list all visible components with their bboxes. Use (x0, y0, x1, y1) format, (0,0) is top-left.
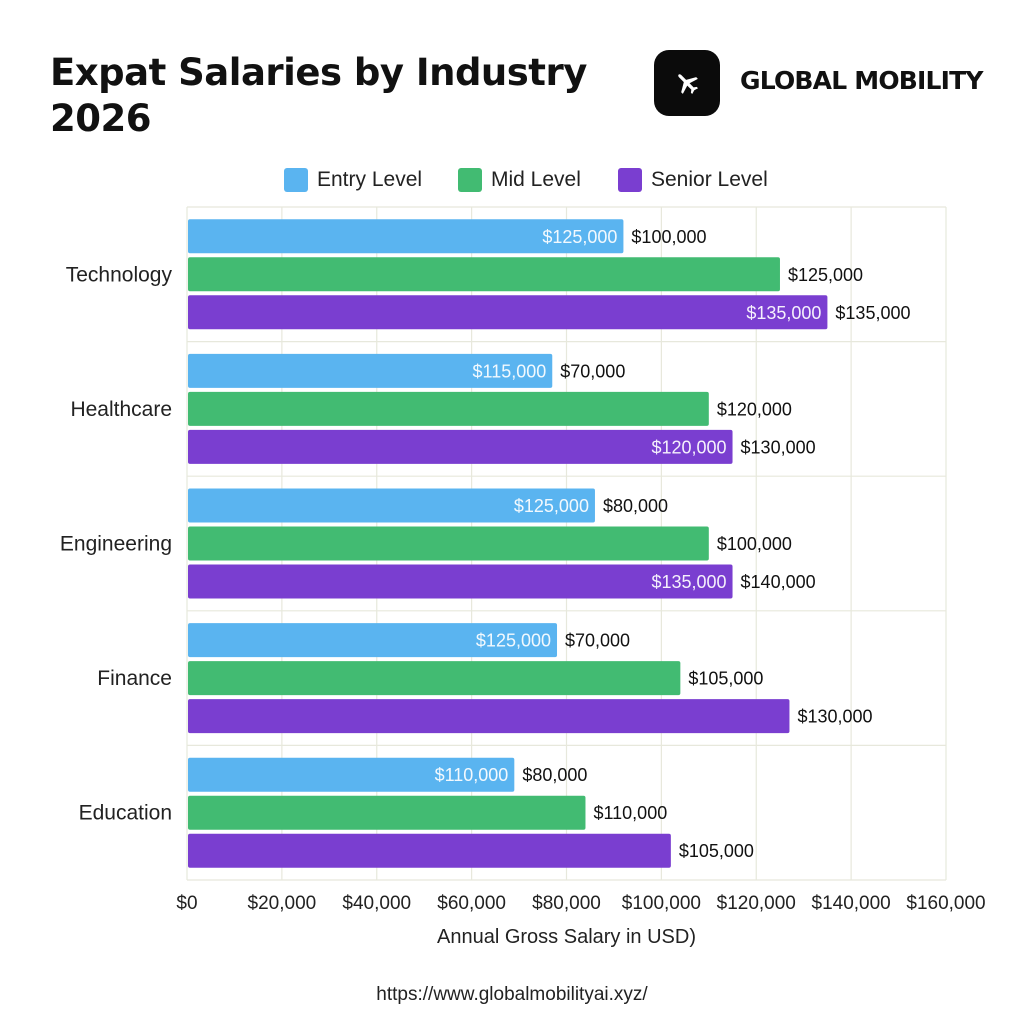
brand-logo (654, 50, 720, 116)
bar-mid (188, 526, 709, 561)
bar-inner-label: $110,000 (435, 765, 509, 785)
bar-value-label: $100,000 (717, 534, 792, 554)
bar-value-label: $70,000 (560, 361, 625, 381)
legend-swatch-mid (458, 168, 482, 192)
chart-title: Expat Salaries by Industry 2026 (50, 51, 587, 140)
bar-inner-label: $120,000 (651, 437, 726, 457)
bar-entry (188, 488, 595, 523)
brand-name: GLOBAL MOBILITY (740, 66, 984, 95)
bar-entry (188, 219, 624, 254)
category-label: Finance (97, 667, 172, 690)
bar-value-label: $125,000 (788, 265, 863, 285)
bar-inner-label: $135,000 (746, 303, 821, 323)
bar-value-label: $105,000 (688, 669, 763, 689)
bar-senior (188, 429, 733, 464)
airplane-icon (678, 74, 699, 95)
category-label: Education (79, 802, 172, 825)
bar-senior (188, 295, 828, 330)
bar-value-label: $120,000 (717, 399, 792, 419)
legend-label-mid: Mid Level (491, 168, 581, 191)
x-tick-label: $20,000 (248, 893, 317, 914)
bar-value-label: $105,000 (679, 841, 754, 861)
bar-value-label: $130,000 (797, 707, 872, 727)
legend-swatch-entry (284, 168, 308, 192)
x-axis-title: Annual Gross Salary in USD) (437, 926, 696, 948)
bar-value-label: $110,000 (593, 803, 667, 823)
footer-url[interactable]: https://www.globalmobilityai.xyz/ (376, 984, 648, 1005)
bar-value-label: $130,000 (741, 437, 816, 457)
x-tick-label: $0 (176, 893, 197, 914)
x-tick-label: $140,000 (812, 893, 891, 914)
category-label: Healthcare (70, 398, 172, 421)
category-label: Technology (66, 263, 173, 286)
chart-legend: Entry Level Mid Level Senior Level (0, 168, 1024, 196)
bar-inner-label: $135,000 (651, 572, 726, 592)
x-tick-label: $80,000 (532, 893, 601, 914)
bar-entry (188, 757, 515, 792)
bar-value-label: $80,000 (603, 496, 668, 516)
legend-item-senior: Senior Level (618, 168, 768, 192)
bar-senior (188, 833, 671, 868)
bar-value-label: $100,000 (631, 227, 706, 247)
bar-value-label: $80,000 (522, 765, 587, 785)
bar-mid (188, 391, 709, 426)
bar-inner-label: $125,000 (476, 631, 551, 651)
legend-item-mid: Mid Level (458, 168, 581, 192)
bar-entry (188, 623, 558, 658)
x-tick-label: $160,000 (906, 893, 985, 914)
bar-value-label: $70,000 (565, 631, 630, 651)
x-tick-label: $60,000 (437, 893, 506, 914)
bar-mid (188, 661, 681, 696)
category-label: Engineering (60, 533, 172, 556)
bar-senior (188, 699, 790, 734)
bar-senior (188, 564, 733, 599)
legend-swatch-senior (618, 168, 642, 192)
legend-label-senior: Senior Level (651, 168, 768, 191)
bar-entry (188, 353, 553, 388)
x-tick-label: $120,000 (717, 893, 796, 914)
bar-mid (188, 257, 780, 292)
bar-inner-label: $125,000 (542, 227, 617, 247)
bar-inner-label: $115,000 (473, 361, 547, 381)
bar-value-label: $140,000 (741, 572, 816, 592)
bar-inner-label: $125,000 (514, 496, 589, 516)
x-tick-label: $100,000 (622, 893, 701, 914)
x-tick-label: $40,000 (342, 893, 411, 914)
bar-value-label: $135,000 (835, 303, 910, 323)
legend-item-entry: Entry Level (284, 168, 422, 192)
legend-label-entry: Entry Level (317, 168, 423, 191)
bar-mid (188, 795, 586, 830)
